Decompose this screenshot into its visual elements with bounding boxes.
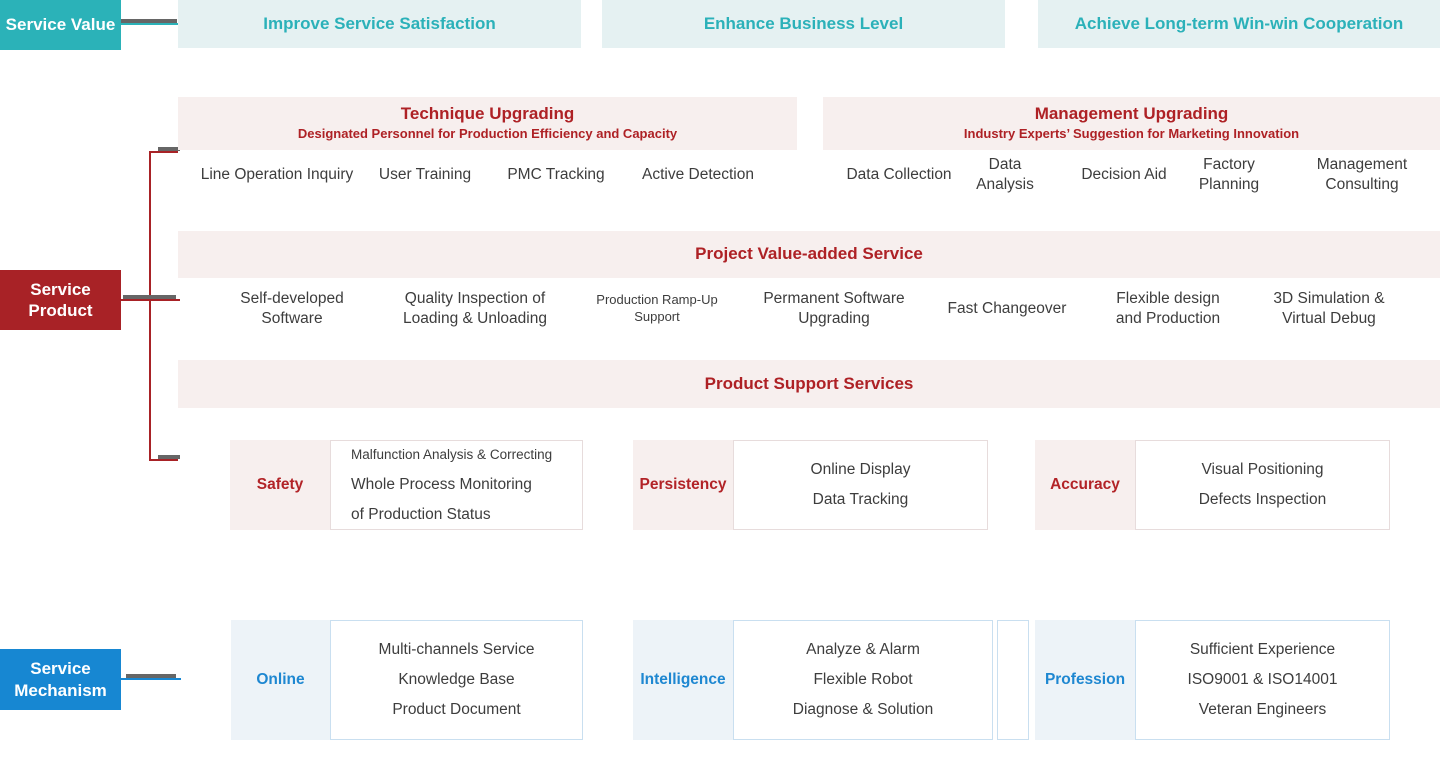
bracket-bottom-line bbox=[149, 459, 178, 461]
service-product-label: Service Product bbox=[28, 279, 93, 320]
profession-card-body: Sufficient Experience ISO9001 & ISO14001… bbox=[1135, 620, 1390, 740]
service-value-connector-gray bbox=[121, 19, 177, 23]
project-item-flexible-design: Flexible design and Production bbox=[1115, 290, 1221, 327]
project-item-permanent-software-upgrading: Permanent Software Upgrading bbox=[763, 290, 905, 327]
bracket-top-line bbox=[149, 151, 178, 153]
bracket-top-tick bbox=[158, 147, 180, 151]
profession-card-label: Profession bbox=[1035, 620, 1135, 740]
project-item-3d-simulation: 3D Simulation & Virtual Debug bbox=[1273, 290, 1385, 327]
online-card-label: Online bbox=[231, 620, 330, 740]
value-box-text: Enhance Business Level bbox=[703, 14, 904, 33]
profession-line: Sufficient Experience bbox=[1189, 641, 1336, 658]
management-upgrading-header: Management Upgrading Industry Experts’ S… bbox=[823, 97, 1440, 150]
profession-line: Veteran Engineers bbox=[1198, 701, 1327, 718]
technique-item-user-training: User Training bbox=[378, 166, 472, 184]
intelligence-line: Diagnose & Solution bbox=[792, 701, 934, 718]
safety-card-body: Malfunction Analysis & Correcting Whole … bbox=[330, 440, 583, 530]
value-box-enhance-business: Enhance Business Level bbox=[602, 0, 1005, 48]
service-mechanism-label-box: Service Mechanism bbox=[0, 649, 121, 710]
project-item-fast-changeover: Fast Changeover bbox=[947, 300, 1067, 318]
online-card-body: Multi-channels Service Knowledge Base Pr… bbox=[330, 620, 583, 740]
management-upgrading-subtitle: Industry Experts’ Suggestion for Marketi… bbox=[963, 126, 1300, 142]
technique-item-line-operation-inquiry: Line Operation Inquiry bbox=[200, 166, 354, 184]
technique-upgrading-title: Technique Upgrading bbox=[400, 103, 575, 123]
persistency-card-label: Persistency bbox=[633, 440, 733, 530]
service-mechanism-connector bbox=[121, 678, 181, 680]
management-item-factory-planning: Factory Planning bbox=[1198, 156, 1260, 193]
intelligence-card-body: Analyze & Alarm Flexible Robot Diagnose … bbox=[733, 620, 993, 740]
service-mechanism-label: Service Mechanism bbox=[14, 659, 107, 700]
value-box-improve-satisfaction: Improve Service Satisfaction bbox=[178, 0, 581, 48]
project-value-added-title: Project Value-added Service bbox=[695, 244, 923, 264]
service-value-label: Service Value bbox=[5, 15, 116, 35]
intelligence-line: Analyze & Alarm bbox=[806, 641, 920, 658]
persistency-line: Data Tracking bbox=[812, 491, 909, 508]
technique-item-pmc-tracking: PMC Tracking bbox=[507, 166, 605, 184]
service-product-connector bbox=[121, 299, 180, 301]
accuracy-card-label: Accuracy bbox=[1035, 440, 1135, 530]
persistency-card-body: Online Display Data Tracking bbox=[733, 440, 988, 530]
intelligence-card-label: Intelligence bbox=[633, 620, 733, 740]
value-box-winwin-cooperation: Achieve Long-term Win-win Cooperation bbox=[1038, 0, 1440, 48]
empty-spacer-cell bbox=[997, 620, 1029, 740]
safety-line: of Production Status bbox=[351, 506, 491, 523]
service-value-connector bbox=[121, 23, 180, 25]
online-line: Knowledge Base bbox=[398, 671, 515, 688]
management-item-decision-aid: Decision Aid bbox=[1081, 166, 1167, 184]
product-support-header: Product Support Services bbox=[178, 360, 1440, 408]
project-item-ramp-up-support: Production Ramp-Up Support bbox=[596, 292, 718, 324]
technique-item-active-detection: Active Detection bbox=[642, 166, 754, 184]
product-support-title: Product Support Services bbox=[704, 373, 914, 393]
safety-card-label: Safety bbox=[230, 440, 330, 530]
management-upgrading-title: Management Upgrading bbox=[1034, 103, 1229, 123]
project-item-self-developed-software: Self-developed Software bbox=[240, 290, 344, 327]
service-mechanism-connector-gray bbox=[126, 674, 176, 678]
value-box-text: Improve Service Satisfaction bbox=[263, 14, 496, 33]
technique-upgrading-header: Technique Upgrading Designated Personnel… bbox=[178, 97, 797, 150]
value-box-text: Achieve Long-term Win-win Cooperation bbox=[1074, 14, 1404, 33]
accuracy-line: Visual Positioning bbox=[1201, 461, 1324, 478]
accuracy-card-body: Visual Positioning Defects Inspection bbox=[1135, 440, 1390, 530]
intelligence-line: Flexible Robot bbox=[813, 671, 913, 688]
safety-line: Whole Process Monitoring bbox=[351, 476, 532, 493]
project-item-quality-inspection: Quality Inspection of Loading & Unloadin… bbox=[403, 290, 547, 327]
technique-upgrading-subtitle: Designated Personnel for Production Effi… bbox=[297, 126, 678, 142]
persistency-line: Online Display bbox=[810, 461, 911, 478]
service-product-connector-gray bbox=[123, 295, 176, 299]
accuracy-line: Defects Inspection bbox=[1198, 491, 1327, 508]
bracket-vertical-line bbox=[149, 151, 151, 461]
project-value-added-header: Project Value-added Service bbox=[178, 231, 1440, 278]
service-product-label-box: Service Product bbox=[0, 270, 121, 330]
bracket-bottom-tick bbox=[158, 455, 180, 459]
online-line: Product Document bbox=[392, 701, 521, 718]
management-item-data-collection: Data Collection bbox=[846, 166, 952, 184]
management-item-data-analysis: Data Analysis bbox=[976, 156, 1034, 193]
service-value-label-box: Service Value bbox=[0, 0, 121, 50]
profession-line: ISO9001 & ISO14001 bbox=[1187, 671, 1338, 688]
management-item-management-consulting: Management Consulting bbox=[1316, 156, 1408, 193]
online-line: Multi-channels Service bbox=[378, 641, 535, 658]
safety-line: Malfunction Analysis & Correcting bbox=[351, 447, 553, 462]
